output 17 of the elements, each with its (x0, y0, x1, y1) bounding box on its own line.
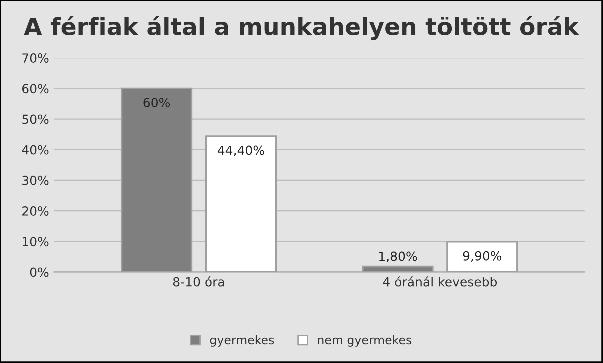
x-tick-label: 8-10 óra (173, 276, 224, 287)
data-label: 1,80% (380, 252, 418, 263)
y-tick-label: 10% (23, 237, 49, 247)
legend-label: gyermekes (210, 336, 274, 347)
y-tick-label: 0% (30, 268, 49, 278)
data-label: 9,90% (463, 251, 502, 262)
y-tick-label: 60% (22, 84, 49, 94)
y-tick-label: 70% (22, 54, 49, 64)
y-tick-label: 40% (22, 145, 49, 155)
y-tick-label: 20% (22, 206, 49, 216)
x-tick-label: 4 óránál kevesebb (383, 276, 498, 287)
legend-label: nem gyermekes (318, 336, 412, 347)
data-label: 44,40% (218, 146, 264, 157)
y-tick-label: 30% (22, 176, 49, 186)
y-tick-label: 50% (22, 114, 49, 124)
chart-title: A férfiak által a munkahelyen töltött órák (24, 16, 580, 40)
data-label: 60% (144, 98, 170, 108)
